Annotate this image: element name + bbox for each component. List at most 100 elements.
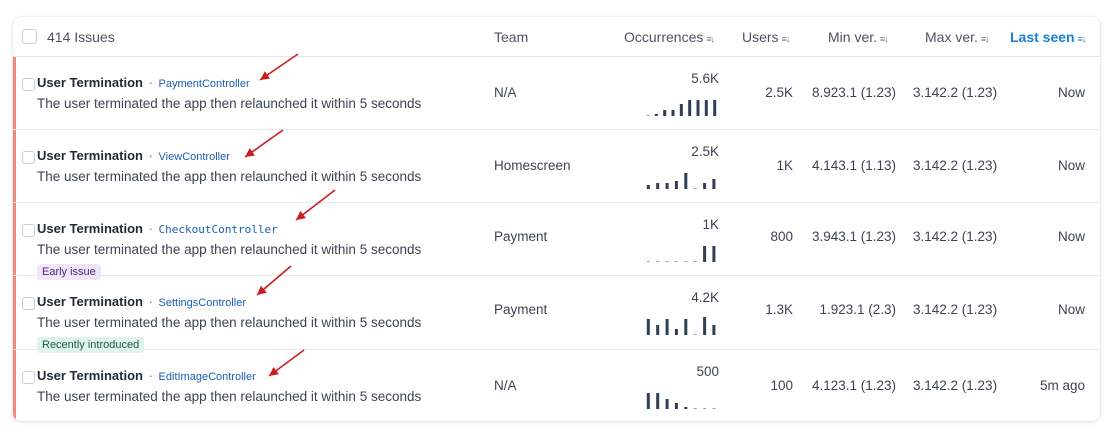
- issue-name: User Termination: [37, 221, 143, 236]
- sparkline-bar: [665, 399, 669, 409]
- table-row[interactable]: User Termination · ViewController The us…: [13, 130, 1100, 203]
- issue-tag: Early issue: [37, 264, 101, 280]
- sparkline-bar: [671, 110, 675, 116]
- sort-icon: ≡↓: [1077, 34, 1087, 44]
- sparkline-bar: [656, 261, 660, 262]
- users-cell: 100: [770, 378, 793, 393]
- issues-count: 414 Issues: [47, 29, 115, 45]
- sparkline-bar: [656, 393, 660, 409]
- min-ver-cell: 4.143.1 (1.13): [811, 158, 896, 173]
- users-column-header[interactable]: Users ≡↓: [742, 29, 791, 45]
- table-header: 414 Issues Team Occurrences ≡↓ Users ≡↓ Mi…: [13, 17, 1100, 57]
- issue-name: User Termination: [37, 368, 143, 383]
- separator: ·: [148, 148, 153, 163]
- sparkline-bar: [712, 246, 716, 262]
- sparkline-bar: [688, 100, 692, 116]
- issue-title[interactable]: User Termination · ViewController: [37, 148, 230, 163]
- issue-description: The user terminated the app then relaunc…: [37, 169, 422, 184]
- min-ver-column-header[interactable]: Min ver. ≡↓: [828, 29, 889, 45]
- issue-description: The user terminated the app then relaunc…: [37, 96, 422, 111]
- occurrences-sparkline: [646, 173, 716, 189]
- controller-link[interactable]: PaymentController: [158, 78, 250, 90]
- sparkline-bar: [684, 319, 688, 335]
- occurrences-value: 5.6K: [691, 71, 719, 86]
- table-row[interactable]: User Termination · SettingsController Th…: [13, 276, 1100, 353]
- row-checkbox[interactable]: [22, 78, 35, 91]
- occurrences-sparkline: [646, 100, 717, 116]
- row-checkbox[interactable]: [22, 151, 35, 164]
- table-row[interactable]: User Termination · CheckoutController Th…: [13, 203, 1100, 280]
- controller-link[interactable]: ViewController: [158, 151, 230, 163]
- max-ver-cell: 3.142.2 (1.23): [913, 158, 998, 173]
- issue-name: User Termination: [37, 75, 143, 90]
- sparkline-bar: [696, 100, 700, 116]
- max-ver-cell: 3.142.2 (1.23): [913, 85, 998, 100]
- sparkline-bar: [656, 183, 660, 189]
- sparkline-bar: [693, 408, 697, 409]
- last-seen-cell: 5m ago: [1039, 378, 1085, 393]
- separator: ·: [148, 221, 153, 236]
- min-ver-header-label: Min ver.: [828, 29, 878, 45]
- sparkline-bar: [703, 408, 707, 409]
- occurrences-header-label: Occurrences: [624, 29, 704, 45]
- min-ver-cell: 4.123.1 (1.23): [811, 378, 896, 393]
- sparkline-bar: [693, 261, 697, 262]
- sparkline-bar: [693, 188, 697, 189]
- max-ver-column-header[interactable]: Max ver. ≡↓: [925, 29, 990, 45]
- issue-title[interactable]: User Termination · PaymentController: [37, 75, 250, 90]
- issues-table: 414 Issues Team Occurrences ≡↓ Users ≡↓ Mi…: [13, 17, 1100, 421]
- row-checkbox[interactable]: [22, 297, 35, 310]
- issue-title[interactable]: User Termination · SettingsController: [37, 294, 246, 309]
- occurrences-column-header[interactable]: Occurrences ≡↓: [624, 29, 715, 45]
- table-row[interactable]: User Termination · EditImageController T…: [13, 350, 1100, 421]
- sparkline-bar: [712, 408, 716, 409]
- team-cell: Homescreen: [494, 158, 571, 173]
- users-cell: 1K: [776, 158, 793, 173]
- sparkline-bar: [674, 329, 678, 335]
- sparkline-bar: [674, 181, 678, 189]
- sparkline-bar: [684, 173, 688, 189]
- sort-icon: ≡↓: [781, 34, 791, 44]
- sparkline-bar: [665, 183, 669, 189]
- controller-link[interactable]: EditImageController: [158, 371, 256, 383]
- severity-stripe: [13, 57, 16, 129]
- sparkline-bar: [712, 179, 716, 189]
- issue-name: User Termination: [37, 294, 143, 309]
- team-cell: N/A: [494, 378, 517, 393]
- sparkline-bar: [646, 185, 650, 189]
- min-ver-cell: 8.923.1 (1.23): [811, 85, 896, 100]
- sparkline-bar: [656, 325, 660, 335]
- max-ver-cell: 3.142.2 (1.23): [913, 378, 998, 393]
- min-ver-cell: 3.943.1 (1.23): [811, 229, 896, 244]
- sparkline-bar: [663, 110, 667, 116]
- table-row[interactable]: User Termination · PaymentController The…: [13, 57, 1100, 130]
- row-checkbox[interactable]: [22, 371, 35, 384]
- team-cell: Payment: [494, 302, 548, 317]
- sparkline-bar: [684, 407, 688, 409]
- last-seen-column-header[interactable]: Last seen ≡↓: [1010, 29, 1087, 45]
- sparkline-bar: [665, 319, 669, 335]
- separator: ·: [148, 75, 153, 90]
- controller-link[interactable]: SettingsController: [158, 297, 246, 309]
- sort-icon: ≡↓: [706, 34, 715, 44]
- issue-title[interactable]: User Termination · CheckoutController: [37, 221, 278, 236]
- issue-name: User Termination: [37, 148, 143, 163]
- sparkline-bar: [646, 115, 650, 116]
- occurrences-sparkline: [646, 393, 716, 409]
- severity-stripe: [13, 350, 16, 421]
- sparkline-bar: [646, 261, 650, 262]
- team-column-header[interactable]: Team: [494, 29, 529, 45]
- row-checkbox[interactable]: [22, 224, 35, 237]
- sparkline-bar: [712, 325, 716, 335]
- occurrences-sparkline: [646, 246, 716, 262]
- issue-title[interactable]: User Termination · EditImageController: [37, 368, 256, 383]
- last-seen-cell: Now: [1057, 229, 1085, 244]
- issue-description: The user terminated the app then relaunc…: [37, 389, 422, 404]
- sparkline-bar: [713, 100, 717, 116]
- last-seen-cell: Now: [1057, 85, 1085, 100]
- issue-tag: Recently introduced: [37, 337, 145, 353]
- select-all-checkbox[interactable]: [22, 29, 37, 44]
- users-cell: 800: [770, 229, 793, 244]
- controller-link[interactable]: CheckoutController: [158, 223, 278, 236]
- users-cell: 1.3K: [765, 302, 793, 317]
